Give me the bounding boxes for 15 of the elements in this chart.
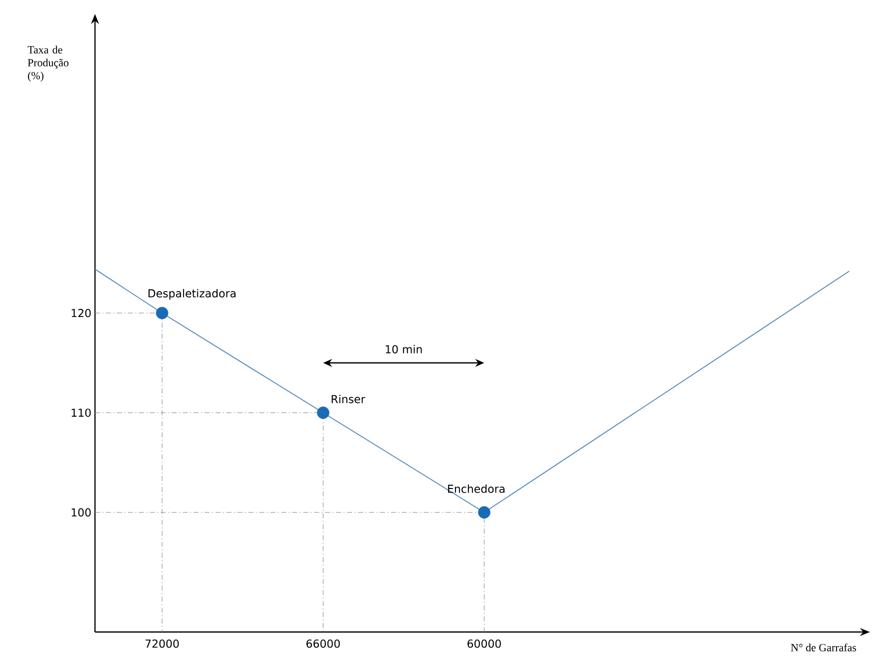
y-tick-label: 100 (72, 508, 91, 517)
x-tick-label: 66000 (306, 640, 340, 648)
annotation: 10 min (386, 344, 422, 354)
point (478, 506, 490, 519)
y-axis-title: Taxa de Produção (%) (28, 46, 68, 82)
point (156, 306, 168, 320)
x-tick-label: 60000 (468, 640, 501, 648)
y-tick-label: 110 (72, 408, 91, 417)
x-tick-label: 72000 (146, 640, 179, 648)
point (316, 406, 330, 419)
annotation: Rinser (332, 394, 366, 404)
x-axis-title: N° de Garrafas (790, 643, 856, 652)
annotation: Enchedora (448, 484, 504, 493)
annotation: Despaletizadora (148, 288, 236, 300)
y-tick-label: 120 (72, 308, 91, 318)
